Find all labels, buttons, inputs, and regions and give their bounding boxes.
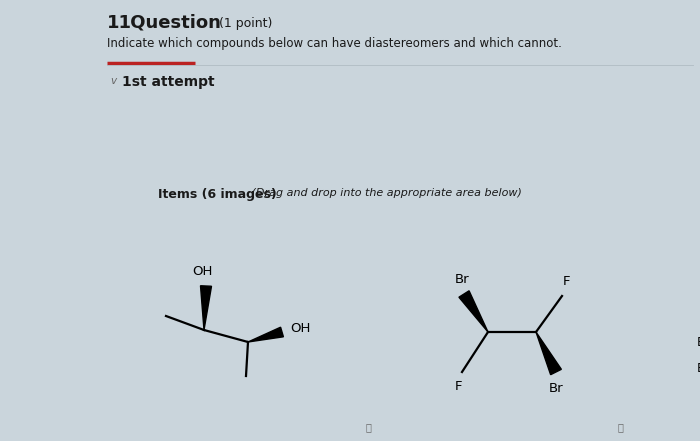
Polygon shape bbox=[536, 332, 561, 375]
Text: Br: Br bbox=[455, 273, 469, 286]
Polygon shape bbox=[248, 327, 284, 342]
Polygon shape bbox=[200, 286, 211, 330]
Text: Question: Question bbox=[124, 14, 221, 32]
Text: OH: OH bbox=[192, 265, 212, 278]
Text: Indicate which compounds below can have diastereomers and which cannot.: Indicate which compounds below can have … bbox=[107, 37, 562, 50]
Text: Items (6 images): Items (6 images) bbox=[158, 188, 276, 201]
Text: 11: 11 bbox=[107, 14, 132, 32]
Text: ⤢: ⤢ bbox=[617, 422, 623, 432]
Text: (1 point): (1 point) bbox=[215, 17, 272, 30]
Text: Br: Br bbox=[697, 362, 700, 374]
Text: 1st attempt: 1st attempt bbox=[122, 75, 215, 89]
Text: OH: OH bbox=[290, 321, 310, 335]
Text: F: F bbox=[562, 275, 570, 288]
Text: ⤢: ⤢ bbox=[365, 422, 371, 432]
Text: B: B bbox=[697, 336, 700, 348]
Polygon shape bbox=[459, 291, 488, 332]
Text: (Drag and drop into the appropriate area below): (Drag and drop into the appropriate area… bbox=[248, 188, 522, 198]
Text: v: v bbox=[110, 76, 116, 86]
Text: F: F bbox=[454, 380, 462, 393]
Text: Br: Br bbox=[549, 382, 564, 395]
